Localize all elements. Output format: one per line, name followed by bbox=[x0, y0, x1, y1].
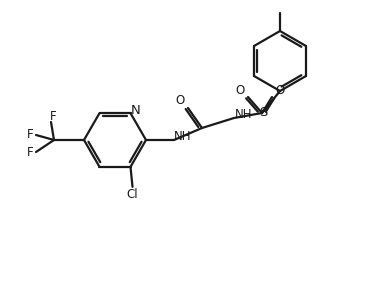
Text: F: F bbox=[50, 109, 56, 122]
Text: O: O bbox=[235, 84, 245, 98]
Text: F: F bbox=[27, 128, 33, 141]
Text: F: F bbox=[27, 147, 33, 160]
Text: S: S bbox=[259, 105, 267, 118]
Text: NH: NH bbox=[174, 130, 192, 143]
Text: NH: NH bbox=[235, 107, 253, 120]
Text: Cl: Cl bbox=[127, 188, 138, 201]
Text: N: N bbox=[131, 104, 140, 117]
Text: O: O bbox=[175, 94, 185, 107]
Text: O: O bbox=[275, 84, 285, 98]
